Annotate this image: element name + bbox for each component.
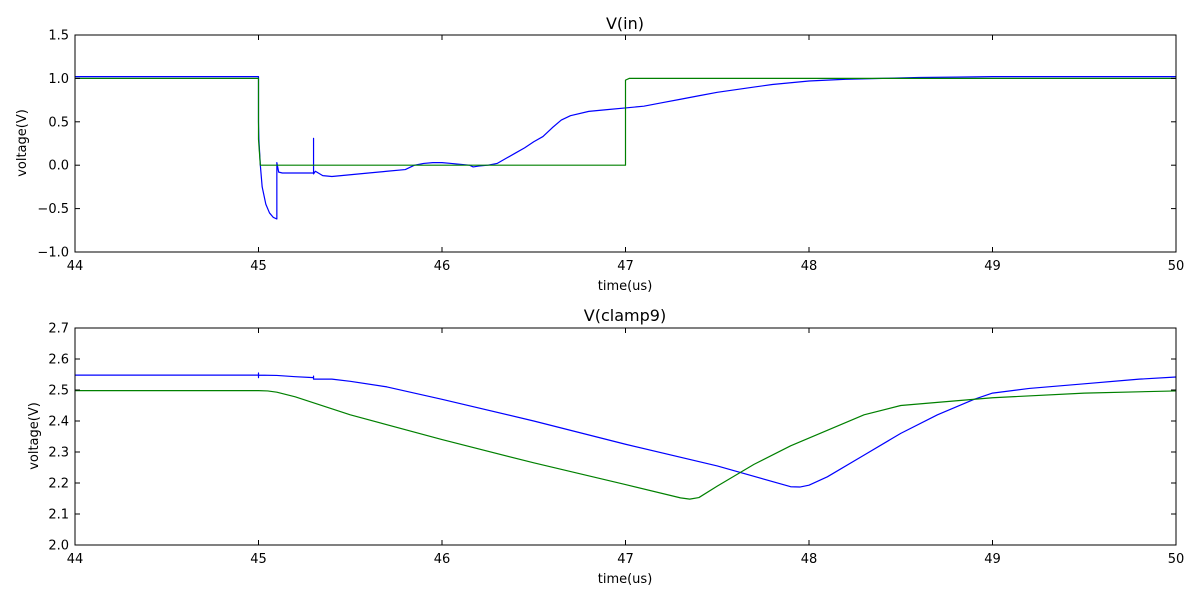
chart-v-in: V(in) time(us) voltage(V) 44 45 46 47 48 49 50… — [15, 14, 1184, 294]
chart-title: V(in) — [606, 14, 644, 33]
y-tick-label: 2.4 — [48, 415, 69, 430]
x-tick-label: 45 — [250, 552, 267, 567]
x-tick-label: 44 — [67, 259, 84, 274]
y-tick-label: 2.7 — [48, 322, 69, 337]
y-tick-label: 2.1 — [48, 508, 69, 523]
y-tick-label: 0.0 — [48, 159, 69, 174]
x-axis-label: time(us) — [598, 279, 653, 294]
x-tick-label: 50 — [1168, 552, 1185, 567]
x-tick-label: 45 — [250, 259, 267, 274]
y-tick-label: 2.6 — [48, 353, 69, 368]
y-axis-label: voltage(V) — [27, 402, 42, 470]
series-layer — [75, 372, 1177, 500]
y-tick-label: 2.3 — [48, 446, 69, 461]
plot-frame — [74, 34, 1177, 253]
x-tick-label: 48 — [801, 259, 818, 274]
series-layer — [75, 76, 1176, 220]
y-tick-label: 2.2 — [48, 477, 69, 492]
x-tick-label: 48 — [801, 552, 818, 567]
ticks-layer: 44 45 46 47 48 49 50 −1.0 −0.5 0.0 0.5 1.0 1.5 — [37, 29, 1184, 275]
ticks-layer: 44 45 46 47 48 49 50 2.0 2.1 2.2 2.3 2.4 2.5 2.6 2.7 — [48, 322, 1184, 568]
x-tick-label: 49 — [984, 552, 1001, 567]
x-tick-label: 46 — [434, 259, 451, 274]
y-tick-label: −0.5 — [37, 202, 69, 217]
y-tick-label: 1.5 — [48, 29, 69, 44]
x-tick-label: 47 — [617, 552, 634, 567]
plot-frame — [74, 327, 1177, 546]
series-line-1 — [75, 372, 1177, 488]
chart-v-clamp9: V(clamp9) time(us) voltage(V) 44 45 46 47 48… — [27, 306, 1184, 587]
x-tick-label: 47 — [617, 259, 634, 274]
x-tick-label: 46 — [434, 552, 451, 567]
x-tick-label: 49 — [984, 259, 1001, 274]
series-line-2 — [75, 77, 1176, 166]
x-tick-label: 50 — [1168, 259, 1185, 274]
series-line-2 — [75, 390, 1177, 500]
chart-title: V(clamp9) — [584, 306, 666, 325]
y-tick-label: 2.5 — [48, 384, 69, 399]
x-axis-label: time(us) — [598, 572, 653, 587]
y-axis-label: voltage(V) — [15, 109, 30, 177]
x-tick-label: 44 — [67, 552, 84, 567]
y-tick-label: 1.0 — [48, 72, 69, 87]
y-tick-label: 2.0 — [48, 539, 69, 554]
y-tick-label: −1.0 — [37, 246, 69, 261]
y-tick-label: 0.5 — [48, 115, 69, 130]
